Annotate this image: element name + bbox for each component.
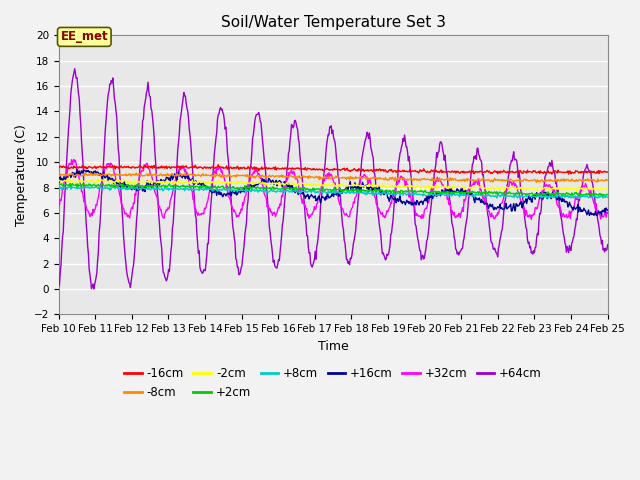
Y-axis label: Temperature (C): Temperature (C) xyxy=(15,124,28,226)
X-axis label: Time: Time xyxy=(318,339,349,353)
Legend: -16cm, -8cm, -2cm, +2cm, +8cm, +16cm, +32cm, +64cm: -16cm, -8cm, -2cm, +2cm, +8cm, +16cm, +3… xyxy=(120,362,547,403)
Text: EE_met: EE_met xyxy=(61,30,108,43)
Title: Soil/Water Temperature Set 3: Soil/Water Temperature Set 3 xyxy=(221,15,445,30)
